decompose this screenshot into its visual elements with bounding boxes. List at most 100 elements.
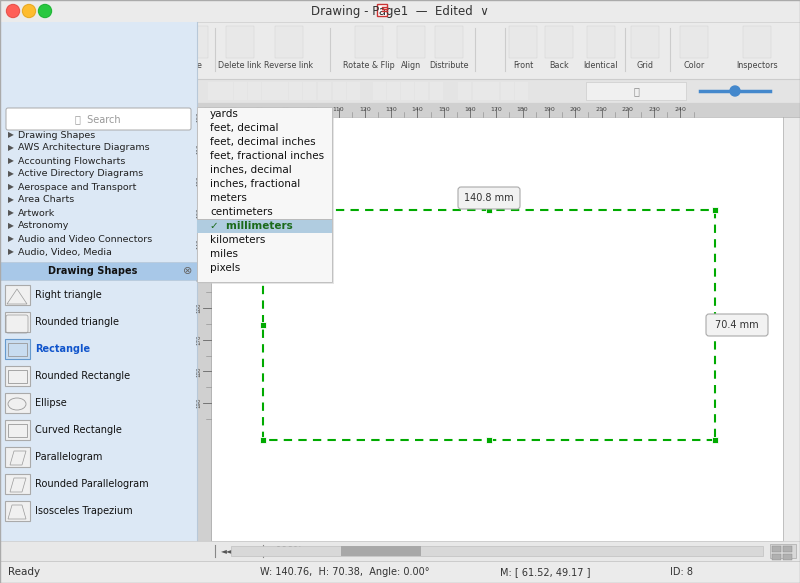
Text: 200: 200 [570, 107, 581, 112]
Text: feet, decimal inches: feet, decimal inches [210, 137, 316, 147]
Bar [631, 26, 659, 58]
Text: ▶: ▶ [8, 234, 14, 244]
Bar [163, 82, 176, 100]
Bar [0, 541, 800, 561]
Bar [333, 82, 346, 100]
FancyBboxPatch shape [6, 108, 191, 130]
Bar [772, 546, 781, 552]
Text: 210: 210 [596, 107, 607, 112]
Text: Rounded triangle: Rounded triangle [35, 317, 119, 327]
Bar [743, 26, 771, 58]
Text: Distribute: Distribute [430, 61, 469, 71]
Bar [211, 109, 783, 541]
Text: centimeters: centimeters [210, 207, 273, 217]
Bar [5, 501, 30, 521]
Bar [197, 117, 211, 561]
Bar [93, 82, 106, 100]
Bar [234, 82, 247, 100]
Text: ▶: ▶ [8, 170, 14, 178]
Text: ▶: ▶ [8, 222, 14, 230]
Bar [712, 207, 718, 213]
Bar [783, 546, 792, 552]
FancyBboxPatch shape [706, 314, 768, 336]
Text: ◄◄: ◄◄ [221, 546, 233, 556]
Bar [13, 26, 41, 58]
Text: feet, decimal: feet, decimal [210, 123, 278, 133]
Text: 70.4 mm: 70.4 mm [715, 320, 759, 330]
Text: AWS Architecture Diagrams: AWS Architecture Diagrams [18, 143, 150, 153]
Bar [262, 82, 275, 100]
Bar [318, 82, 331, 100]
Circle shape [22, 5, 35, 17]
Text: Audio and Video Connectors: Audio and Video Connectors [18, 234, 152, 244]
Bar [0, 0, 800, 22]
Text: Back: Back [549, 61, 569, 71]
Text: Curved Rectangle: Curved Rectangle [35, 425, 122, 435]
Bar [415, 82, 428, 100]
Text: 100: 100 [197, 112, 202, 122]
Bar [587, 26, 615, 58]
Bar [25, 82, 38, 100]
Text: 70: 70 [230, 107, 238, 112]
Text: ►►: ►► [247, 546, 259, 556]
Bar [473, 82, 486, 100]
Bar [260, 322, 266, 328]
Text: Grid: Grid [637, 61, 654, 71]
Text: 60: 60 [203, 107, 211, 112]
Bar [486, 437, 492, 443]
Text: 100: 100 [306, 107, 318, 112]
Bar [0, 22, 197, 561]
Bar [545, 26, 573, 58]
Bar [80, 82, 93, 100]
Bar [5, 366, 30, 386]
Text: 190: 190 [543, 107, 554, 112]
Text: 230: 230 [648, 107, 660, 112]
Bar [63, 26, 91, 58]
Text: miles: miles [210, 249, 238, 259]
Text: inches, fractional: inches, fractional [210, 179, 300, 189]
Bar [586, 82, 686, 100]
Text: Identical: Identical [584, 61, 618, 71]
Bar [509, 26, 537, 58]
Bar [121, 82, 134, 100]
Text: Rotate & Flip: Rotate & Flip [343, 61, 395, 71]
Text: ▶: ▶ [8, 195, 14, 205]
Text: 110: 110 [197, 143, 202, 154]
Text: Reverse link: Reverse link [265, 61, 314, 71]
Bar [107, 82, 120, 100]
Text: 110: 110 [333, 107, 344, 112]
Bar [197, 107, 332, 282]
Text: 220: 220 [622, 107, 634, 112]
Text: Chain: Chain [146, 61, 169, 71]
Bar [275, 82, 288, 100]
Text: Accounting Flowcharts: Accounting Flowcharts [18, 156, 126, 166]
Bar [770, 544, 796, 558]
Text: 240: 240 [674, 107, 686, 112]
Text: 90: 90 [282, 107, 290, 112]
Bar [180, 26, 208, 58]
Bar [486, 207, 492, 213]
Text: ID: 8: ID: 8 [670, 567, 693, 577]
Text: 150: 150 [438, 107, 450, 112]
Text: ►: ► [237, 546, 243, 556]
Text: 170: 170 [197, 334, 202, 345]
Text: 130: 130 [197, 207, 202, 217]
Text: ⊗: ⊗ [183, 266, 193, 276]
Bar [355, 26, 383, 58]
Text: Audio, Video, Media: Audio, Video, Media [18, 248, 112, 257]
Text: 160: 160 [197, 303, 202, 313]
Text: 150: 150 [197, 271, 202, 281]
Text: Rounded Rectangle: Rounded Rectangle [35, 371, 130, 381]
Bar [783, 554, 792, 560]
Text: 🔍: 🔍 [633, 86, 639, 96]
Bar [40, 82, 53, 100]
Bar [680, 26, 708, 58]
Bar [143, 26, 171, 58]
Bar [0, 79, 800, 103]
Text: ▶: ▶ [8, 182, 14, 191]
Bar [0, 561, 800, 583]
Text: yards: yards [210, 109, 239, 119]
Bar [0, 103, 14, 117]
Text: Front: Front [513, 61, 533, 71]
Bar [5, 420, 30, 440]
